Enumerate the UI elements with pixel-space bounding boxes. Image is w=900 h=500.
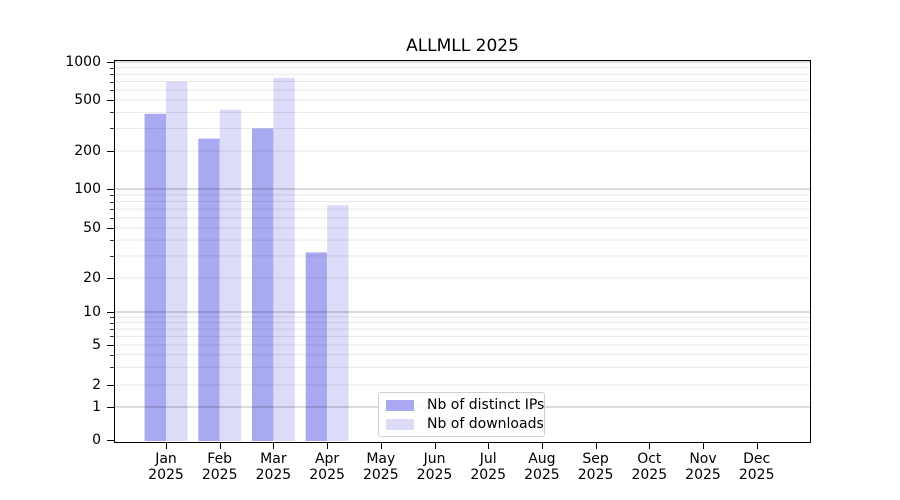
bar-distinct-ips-apr xyxy=(305,252,328,441)
legend-swatch-distinct-ips xyxy=(386,399,414,411)
legend-label-distinct-ips: Nb of distinct IPs xyxy=(427,397,545,413)
gridlines-group xyxy=(114,61,811,408)
plot-border xyxy=(114,60,811,443)
bar-downloads-apr xyxy=(327,205,349,441)
x-tick-label: Jan 2025 xyxy=(148,451,184,483)
y-tick-label: 0 xyxy=(92,432,101,448)
y-tick-label: 50 xyxy=(83,220,101,236)
y-tick-label: 2 xyxy=(92,377,101,393)
bar-downloads-mar xyxy=(273,77,295,442)
x-tick-label: Aug 2025 xyxy=(524,451,560,483)
y-tick-label: 100 xyxy=(74,181,101,197)
y-tick-label: 1 xyxy=(92,399,101,415)
x-tick-label: Apr 2025 xyxy=(309,451,345,483)
x-tick-label: Sep 2025 xyxy=(577,451,614,483)
y-tick-label: 10 xyxy=(83,304,101,320)
bar-distinct-ips-mar xyxy=(252,128,274,441)
legend-item-distinct-ips: Nb of distinct IPs xyxy=(386,397,544,413)
y-tick-label: 5 xyxy=(92,337,101,353)
x-tick-label: Dec 2025 xyxy=(738,451,775,483)
x-tick-label: Jul 2025 xyxy=(470,451,506,483)
y-tick-label: 1000 xyxy=(65,54,101,70)
legend: Nb of distinct IPs Nb of downloads xyxy=(378,392,545,437)
y-tick-label: 500 xyxy=(74,92,101,108)
x-tick-label: May 2025 xyxy=(362,451,399,483)
legend-item-downloads: Nb of downloads xyxy=(386,416,544,432)
bar-downloads-jan xyxy=(166,81,188,441)
bars-group xyxy=(144,77,349,442)
bar-downloads-feb xyxy=(219,109,242,441)
x-tick-label: Feb 2025 xyxy=(201,451,238,483)
chart-title: ALLMLL 2025 xyxy=(406,36,519,56)
legend-label-downloads: Nb of downloads xyxy=(427,416,544,432)
axes-group xyxy=(107,60,811,449)
legend-swatch-downloads xyxy=(386,418,414,430)
bar-distinct-ips-feb xyxy=(198,138,220,441)
x-tick-label: Mar 2025 xyxy=(255,451,292,483)
bar-distinct-ips-jan xyxy=(144,113,166,442)
x-tick-label: Nov 2025 xyxy=(685,451,721,483)
x-tick-label: Jun 2025 xyxy=(416,451,453,483)
x-tick-label: Oct 2025 xyxy=(631,451,668,483)
y-tick-label: 20 xyxy=(83,270,101,286)
y-tick-label: 200 xyxy=(74,143,101,159)
